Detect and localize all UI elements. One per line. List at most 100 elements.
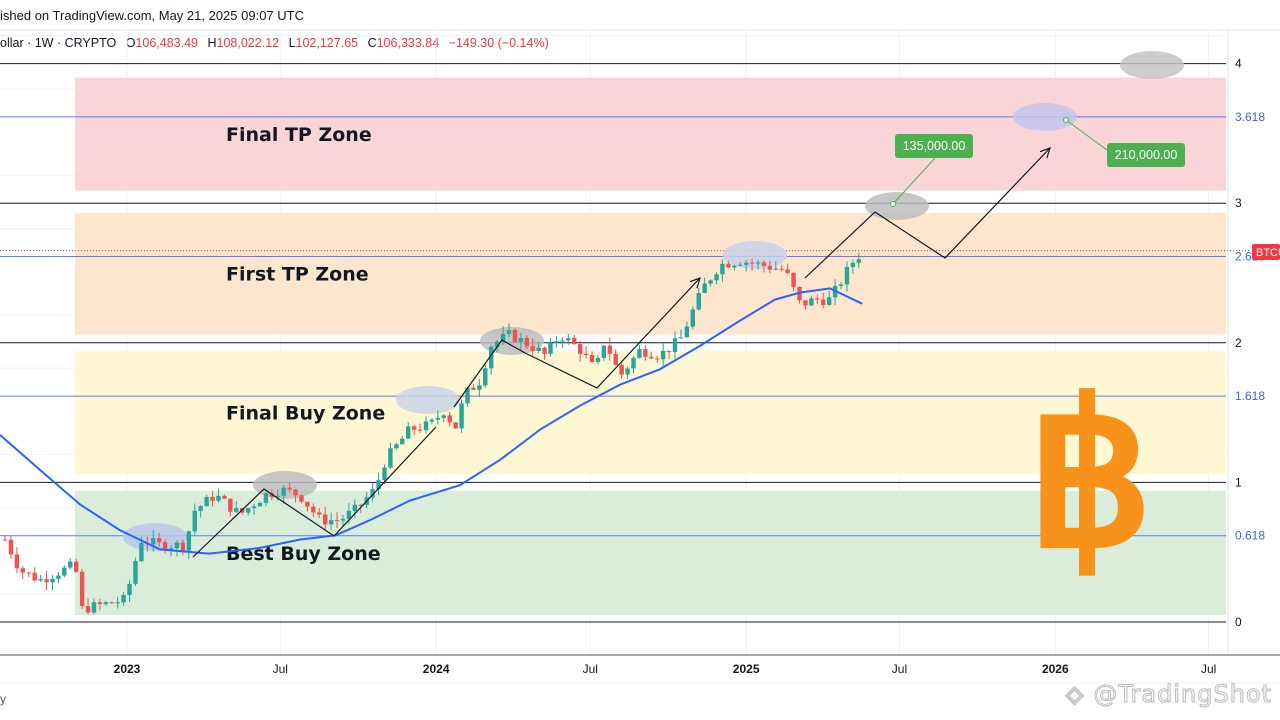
candle-down: [210, 496, 215, 501]
candle-up: [352, 504, 358, 511]
candle-up: [406, 426, 411, 439]
candle-up: [850, 262, 856, 268]
candle-up: [198, 506, 203, 511]
candle-down: [761, 262, 767, 266]
candle-down: [512, 329, 518, 342]
candle-up: [328, 520, 334, 525]
candle-up: [702, 283, 707, 293]
candle-down: [577, 344, 583, 354]
candle-up: [121, 594, 126, 603]
candle-down: [803, 300, 808, 306]
price-axis-label: 3.618: [1235, 110, 1265, 124]
candle-up: [560, 340, 565, 342]
candle-up: [400, 438, 405, 445]
candle-up: [68, 561, 73, 568]
candle-up: [500, 333, 506, 342]
candle-down: [613, 353, 618, 365]
published-caption: ished on TradingView.com, May 21, 2025 0…: [0, 8, 304, 23]
candle-down: [322, 514, 328, 525]
candle-up: [809, 298, 814, 306]
symbol-info[interactable]: ollar · 1W · CRYPTO: [0, 36, 117, 50]
candle-up: [548, 342, 553, 354]
candle-down: [305, 501, 310, 507]
candle-down: [791, 272, 796, 288]
watermark-text: @TradingShot: [1093, 680, 1272, 709]
candle-up: [257, 502, 263, 507]
time-axis-label: Jul: [892, 662, 907, 676]
candle-up: [251, 506, 257, 509]
low-label: L: [288, 36, 296, 50]
candle-down: [619, 364, 624, 375]
candle-up: [566, 338, 571, 341]
zigzag-arrow: [192, 426, 437, 558]
candle-down: [2, 539, 8, 541]
ohlc-legend: ollar · 1W · CRYPTO O106,483.49 H108,022…: [0, 36, 549, 50]
highlight-ellipses: [123, 51, 1184, 551]
candle-up: [263, 493, 269, 503]
candle-up: [382, 467, 387, 481]
price-axis-label: 3: [1235, 196, 1242, 210]
candle-up: [370, 489, 375, 498]
candle-down: [666, 350, 672, 353]
candle-up: [459, 403, 464, 429]
candle-up: [554, 341, 559, 343]
candle-up: [708, 280, 713, 284]
candle-up: [738, 264, 743, 266]
candle-down: [726, 263, 731, 268]
candle-down: [20, 568, 26, 573]
projection-arrows: [192, 148, 1050, 558]
candle-down: [411, 426, 417, 430]
candle-up: [483, 368, 488, 386]
candle-up: [660, 350, 666, 360]
candle-down: [785, 269, 790, 273]
candle-up: [91, 602, 97, 613]
candle-up: [127, 583, 132, 595]
candle-up: [423, 421, 429, 431]
high-value: 108,022.12: [216, 36, 280, 50]
candle-up: [346, 510, 352, 519]
candle-up: [714, 274, 719, 281]
price-axis-label: 0: [1235, 615, 1242, 629]
zigzag-arrow: [804, 148, 1050, 279]
candle-up: [151, 538, 156, 545]
zone-label: Final Buy Zone: [226, 403, 385, 425]
candle-down: [287, 487, 292, 490]
price-tag: BTCU: [1252, 244, 1280, 260]
candle-up: [755, 262, 761, 264]
candle-up: [631, 357, 636, 369]
candle-up: [732, 265, 737, 268]
target-label-box: [1107, 143, 1185, 167]
time-axis-label: Jul: [1201, 662, 1216, 676]
candle-down: [269, 493, 275, 497]
candle-up: [672, 338, 678, 353]
time-axis[interactable]: 2023 Jul 2024 Jul 2025 Jul 2026 Jul: [114, 662, 1217, 676]
zone-final-tp-zone: [75, 77, 1226, 191]
candle-up: [625, 368, 630, 375]
candle-down: [228, 498, 233, 512]
candle-down: [180, 542, 186, 551]
highlight-ellipse: [865, 192, 929, 220]
candle-up: [245, 508, 251, 513]
target-label-box: [895, 134, 973, 158]
time-axis-label: 2023: [114, 662, 141, 676]
zone-label: Final TP Zone: [226, 124, 372, 146]
candle-down: [589, 355, 595, 363]
candle-down: [649, 356, 654, 359]
candle-up: [174, 542, 180, 549]
candle-down: [334, 520, 340, 522]
target-label: 210,000.00: [1115, 148, 1178, 162]
candle-down: [311, 506, 316, 513]
candle-down: [162, 542, 168, 551]
time-axis-label: Jul: [583, 662, 598, 676]
candle-up: [773, 268, 779, 270]
bottom-left-text: y: [0, 692, 6, 706]
candle-down: [779, 268, 784, 270]
candle-up: [690, 309, 695, 327]
tradingshot-logo-icon: ◈: [1065, 680, 1094, 709]
candle-up: [56, 575, 61, 579]
candle-up: [595, 358, 601, 363]
candle-up: [844, 267, 850, 285]
candle-up: [139, 543, 144, 562]
